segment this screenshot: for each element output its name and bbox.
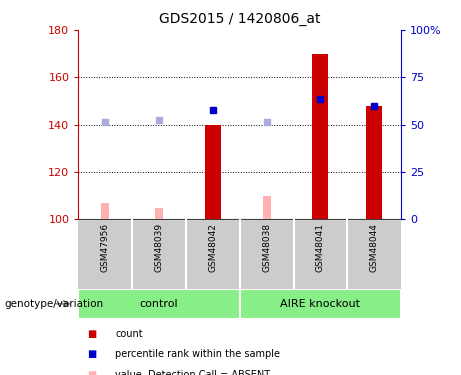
Text: ■: ■: [88, 370, 97, 375]
Bar: [78, 289, 240, 319]
Text: count: count: [115, 329, 143, 339]
Text: GSM48044: GSM48044: [370, 223, 378, 272]
Text: percentile rank within the sample: percentile rank within the sample: [115, 350, 280, 359]
Bar: [240, 289, 401, 319]
Text: GSM48041: GSM48041: [316, 223, 325, 272]
Text: GSM48039: GSM48039: [154, 223, 164, 272]
Text: genotype/variation: genotype/variation: [5, 299, 104, 309]
Text: ■: ■: [88, 329, 97, 339]
Text: value, Detection Call = ABSENT: value, Detection Call = ABSENT: [115, 370, 270, 375]
Text: control: control: [140, 299, 178, 309]
Bar: [155, 207, 163, 219]
Title: GDS2015 / 1420806_at: GDS2015 / 1420806_at: [159, 12, 320, 26]
Text: GSM48042: GSM48042: [208, 223, 217, 272]
Bar: [313, 54, 328, 219]
Bar: [366, 106, 382, 219]
Text: ■: ■: [88, 350, 97, 359]
Text: GSM48038: GSM48038: [262, 223, 271, 272]
Text: AIRE knockout: AIRE knockout: [280, 299, 361, 309]
Text: GSM47956: GSM47956: [101, 223, 110, 272]
Bar: [101, 203, 109, 219]
Bar: [205, 124, 221, 219]
Bar: [263, 196, 271, 219]
